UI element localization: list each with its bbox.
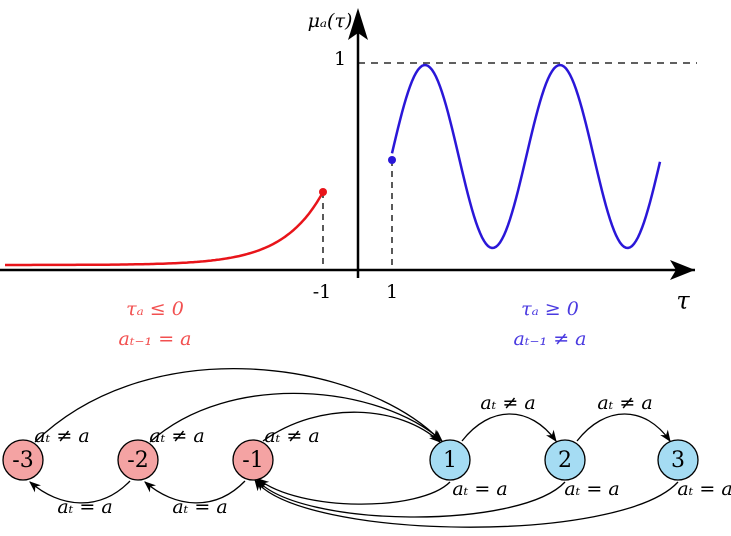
edge [262, 411, 441, 443]
x-arrow [670, 260, 695, 280]
edge [34, 368, 441, 443]
x-tick-label: -1 [313, 281, 332, 303]
node [2, 439, 44, 481]
edge-label: aₜ = a [57, 496, 112, 518]
edge-label: aₜ = a [452, 478, 507, 500]
blue-curve [390, 63, 662, 250]
node-label: 1 [443, 448, 457, 473]
x-label: τ [676, 287, 690, 315]
node-label: -2 [127, 448, 148, 473]
node-label: 2 [558, 448, 572, 473]
region-label: τₐ ≤ 0 [126, 298, 184, 320]
edge [144, 480, 246, 504]
edge-label: aₜ ≠ a [480, 392, 535, 414]
region-label: aₜ₋₁ = a [119, 328, 192, 350]
node [657, 439, 699, 481]
region-label: aₜ₋₁ ≠ a [514, 328, 587, 350]
node-label: -1 [242, 448, 263, 473]
edge-label: aₜ = a [564, 478, 619, 500]
edge-label: aₜ ≠ a [264, 425, 319, 447]
red-curve [5, 191, 325, 267]
blue-point [388, 156, 396, 164]
edge-label: aₜ = a [677, 478, 731, 500]
node-label: -3 [12, 448, 33, 473]
node [117, 439, 159, 481]
node [429, 439, 471, 481]
x-tick-label: 1 [386, 281, 398, 303]
node [232, 439, 274, 481]
edge [254, 479, 679, 528]
edge-label: aₜ ≠ a [34, 425, 89, 447]
y-tick-label: 1 [334, 48, 346, 70]
edge-label: aₜ ≠ a [597, 392, 652, 414]
node [544, 439, 586, 481]
edge [149, 392, 443, 443]
edge [257, 478, 451, 505]
edge [256, 479, 566, 518]
edge [29, 480, 131, 504]
edge [461, 413, 557, 442]
edge-label: aₜ ≠ a [149, 425, 204, 447]
region-label: τₐ ≥ 0 [521, 298, 579, 320]
y-arrow [348, 8, 368, 40]
node-label: 3 [671, 448, 685, 473]
edge-label: aₜ = a [172, 496, 227, 518]
edge [576, 413, 671, 442]
red-point [319, 188, 327, 196]
y-label: μₐ(τ) [308, 10, 353, 32]
